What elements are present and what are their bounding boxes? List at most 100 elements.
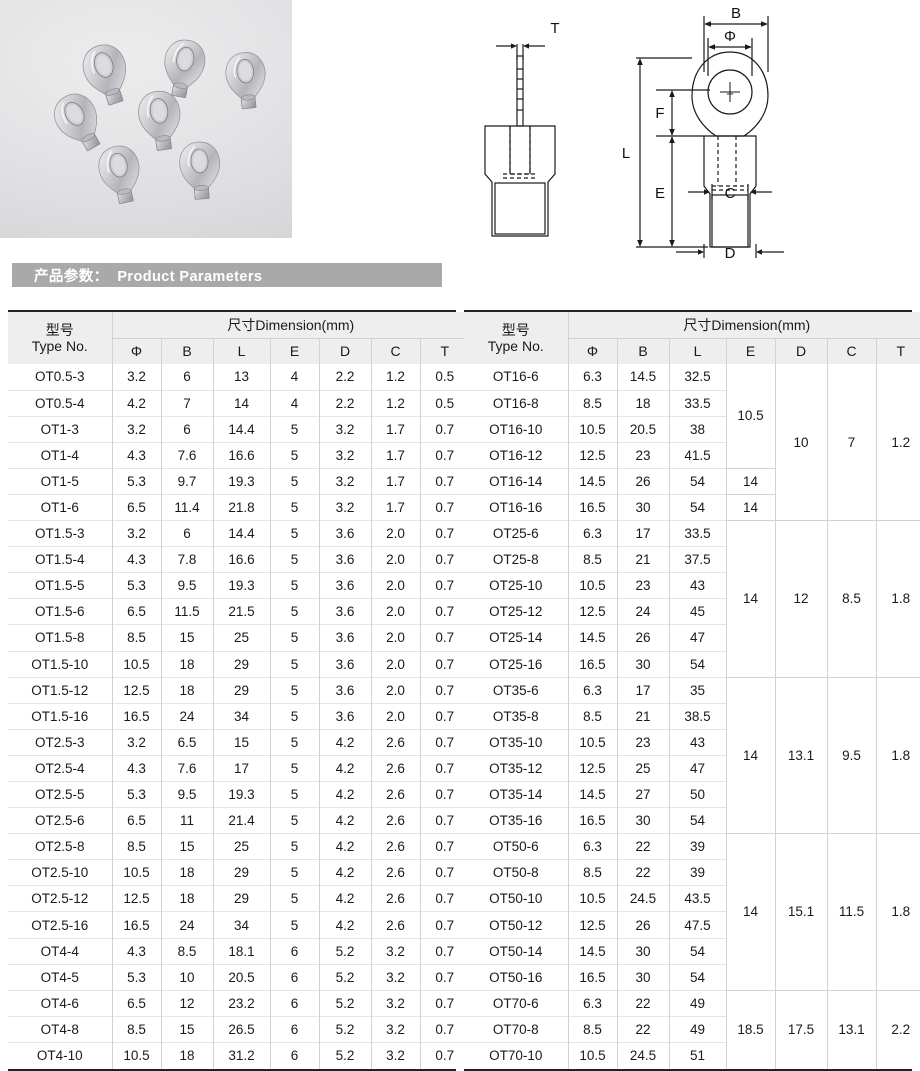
cell-phi: 16.5 [567,807,618,834]
cell-phi: 5.3 [111,572,162,599]
cell-phi: 10.5 [111,650,162,678]
cell-l: 38.5 [668,702,726,730]
table-row: OT25-10 10.5 23 43 [464,572,920,599]
cell-type: OT0.5-4 [8,389,113,417]
cell-phi: 8.5 [567,1015,618,1043]
cell-c: 2.6 [370,885,421,912]
cell-type: OT35-14 [464,780,569,808]
cell-l: 45 [668,598,726,625]
cell-type: OT16-12 [464,441,569,469]
table-row: OT35-6 6.3 17 35 14 13.1 9.5 1.8 [464,676,920,834]
cell-l: 25 [212,833,271,860]
cell-phi: 5.3 [111,780,162,808]
cell-d: 3.2 [318,415,372,443]
cell-e: 5 [269,598,320,625]
cell-e: 14 [725,520,776,678]
cell-l: 19.3 [212,467,271,495]
table-row: OT25-8 8.5 21 37.5 [464,546,920,573]
cell-l: 14.4 [212,520,271,547]
cell-e: 4 [269,364,320,391]
cell-c: 1.2 [370,364,421,391]
cell-d: 3.6 [318,520,372,547]
cell-e: 5 [269,520,320,547]
cell-e: 6 [269,1041,320,1069]
cell-t: 0.7 [419,937,470,965]
cell-d: 3.6 [318,676,372,704]
table-row: OT1.5-5 5.3 9.5 19.3 5 3.6 2.0 0.7 [8,572,470,599]
cell-c: 2.0 [370,676,421,704]
cell-d: 17.5 [774,989,828,1069]
cell-phi: 8.5 [567,859,618,886]
cell-c: 3.2 [370,937,421,965]
cell-phi: 4.3 [111,754,162,782]
header-col-D: D [774,337,828,364]
cell-phi: 10.5 [111,1041,162,1069]
cell-phi: 12.5 [567,911,618,939]
cell-d: 3.6 [318,572,372,599]
cell-c: 8.5 [826,520,877,678]
header-col-D: D [318,337,372,364]
cell-type: OT1.5-6 [8,598,113,625]
cell-c: 2.6 [370,833,421,860]
cell-e: 5 [269,546,320,573]
table-row: OT16-14 14.5 26 54 14 [464,467,920,495]
table-row: OT16-12 12.5 23 41.5 [464,441,920,469]
cell-b: 22 [616,859,670,886]
cell-type: OT4-4 [8,937,113,965]
cell-type: OT1.5-5 [8,572,113,599]
cell-b: 17 [616,520,670,547]
table-row: OT2.5-10 10.5 18 29 5 4.2 2.6 0.7 [8,859,470,886]
cell-e: 5 [269,676,320,704]
cell-t: 0.7 [419,989,470,1017]
cell-l: 19.3 [212,572,271,599]
cell-type: OT2.5-4 [8,754,113,782]
cell-l: 34 [212,702,271,730]
table-row: OT50-14 14.5 30 54 [464,937,920,965]
cell-c: 9.5 [826,676,877,834]
cell-d: 13.1 [774,676,828,834]
cell-l: 39 [668,833,727,860]
cell-t: 1.8 [875,676,920,834]
cell-type: OT2.5-16 [8,911,113,939]
cell-type: OT2.5-5 [8,780,113,808]
table-row: OT25-14 14.5 26 47 [464,624,920,652]
header-col-T: T [419,337,470,364]
table-row: OT70-8 8.5 22 49 [464,1015,920,1043]
cell-c: 2.6 [370,911,421,939]
cell-type: OT1.5-3 [8,520,113,547]
table-row: OT0.5-4 4.2 7 14 4 2.2 1.2 0.5 [8,389,470,417]
cell-b: 22 [616,833,670,860]
cell-t: 0.7 [419,676,470,704]
table-row: OT1.5-10 10.5 18 29 5 3.6 2.0 0.7 [8,650,470,678]
table-row: OT50-6 6.3 22 39 14 15.1 11.5 1.8 [464,833,920,991]
cell-d: 15.1 [774,833,828,991]
cell-phi: 8.5 [111,1015,162,1043]
cell-type: OT16-8 [464,389,569,417]
cell-b: 21 [616,546,670,573]
cell-type: OT0.5-3 [8,364,113,391]
cell-type: OT50-16 [464,963,569,991]
cell-phi: 8.5 [111,833,162,860]
cell-l: 20.5 [212,963,271,991]
cell-t: 0.7 [419,520,470,547]
cell-l: 25 [212,624,271,652]
cell-b: 24 [160,911,214,939]
cell-t: 0.7 [419,546,470,573]
cell-b: 23 [616,728,670,756]
cell-e: 5 [269,885,320,912]
cell-phi: 12.5 [567,754,618,782]
cell-e: 5 [269,833,320,860]
cell-t: 1.8 [875,520,920,678]
table-row: OT1.5-6 6.5 11.5 21.5 5 3.6 2.0 0.7 [8,598,470,625]
cell-c: 2.6 [370,859,421,886]
cell-l: 39 [668,859,726,886]
cell-d: 4.2 [318,885,372,912]
label-E: E [655,185,665,202]
cell-type: OT16-10 [464,415,569,443]
cell-phi: 5.3 [111,963,162,991]
cell-c: 2.6 [370,728,421,756]
cell-c: 2.0 [370,650,421,678]
ring-head-outline [691,51,769,137]
cell-l: 49 [668,1015,726,1043]
header-col-L: L [668,337,727,364]
